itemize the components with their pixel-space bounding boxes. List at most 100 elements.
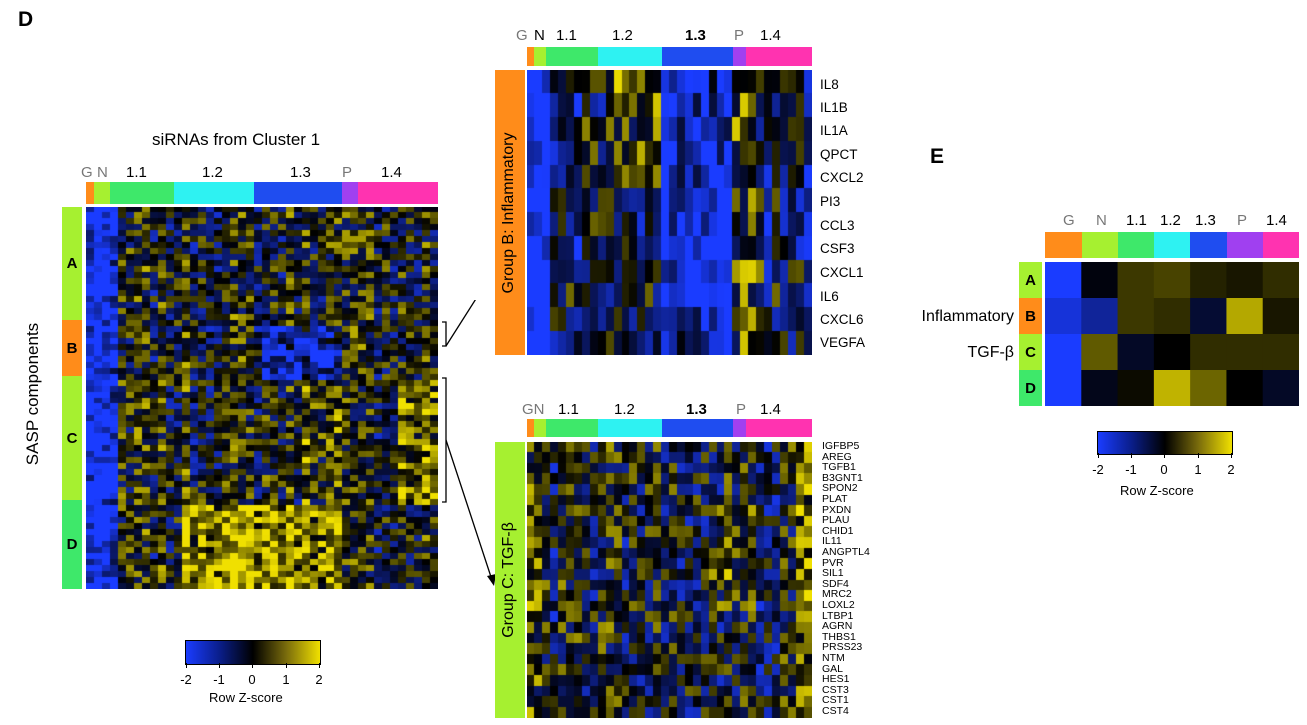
e-row-group-c: C <box>1019 334 1042 370</box>
cell-d-1-1 <box>1117 370 1155 406</box>
gene-chid1: CHID1 <box>822 524 854 537</box>
bracket-c <box>442 377 447 503</box>
gene-il1b: IL1B <box>820 100 848 115</box>
cell-c-1-1 <box>1117 334 1155 371</box>
colorbar-d-ticks <box>186 663 320 669</box>
tick-e-m1: -1 <box>1125 462 1137 477</box>
cell-d-1-4 <box>1262 370 1299 406</box>
arrow-to-group-b <box>445 300 476 347</box>
cell-b-p <box>1226 298 1264 335</box>
row-group-a: A <box>62 207 82 320</box>
gene-angptl4: ANGPTL4 <box>822 546 870 558</box>
group-c-gene-list: IGFBP5 AREG TGFB1 B3GNT1 SPON2 PLAT PXDN… <box>822 441 892 719</box>
gene-cxcl2: CXCL2 <box>820 170 864 185</box>
cell-c-p <box>1226 334 1264 371</box>
row-label-tgfb: TGF-β <box>967 344 1014 361</box>
panel-e-letter: E <box>930 145 945 168</box>
b-col-label-n: N <box>534 27 545 44</box>
cell-b-1-2 <box>1153 298 1191 335</box>
gene-csf3: CSF3 <box>820 241 855 256</box>
colorbar-e <box>1097 431 1233 455</box>
b-col-label-1-2: 1.2 <box>612 27 633 44</box>
gene-cst1: CST1 <box>822 694 849 707</box>
cell-b-1-3 <box>1190 298 1227 335</box>
b-col-label-p: P <box>734 27 745 44</box>
gene-tgfb1: TGFB1 <box>822 461 856 474</box>
col-label-1-3: 1.3 <box>290 164 311 181</box>
panel-d-letter: D <box>18 8 34 31</box>
e-col-label-1-4: 1.4 <box>1266 212 1287 229</box>
cell-a-1-2 <box>1153 262 1191 299</box>
bracket-b <box>442 321 447 347</box>
cell-a-1-1 <box>1117 262 1155 299</box>
gene-pxdn: PXDN <box>822 503 852 516</box>
e-row-group-a: A <box>1019 262 1042 298</box>
colorbar-d-tick-labels: -2 -1 0 1 2 <box>180 672 322 688</box>
gene-gal: GAL <box>822 662 844 675</box>
col-label-n: N <box>97 164 108 181</box>
zoom-connectors <box>442 300 496 586</box>
group-b-gene-list: IL8 IL1B IL1A QPCT CXCL2 PI3 CCL3 CSF3 C… <box>820 70 900 355</box>
tick-e-0: 0 <box>1160 462 1168 477</box>
gene-igfbp5: IGFBP5 <box>822 440 860 452</box>
tick-e-1: 1 <box>1194 462 1202 477</box>
e-row-group-d: D <box>1019 370 1042 406</box>
gene-cst4: CST4 <box>822 705 849 717</box>
c-col-label-gn: GN <box>522 401 545 418</box>
cell-d-g <box>1045 370 1082 406</box>
col-label-g: G <box>81 164 93 181</box>
gene-vegfa: VEGFA <box>820 335 866 350</box>
colorbar-d-label: Row Z-score <box>209 690 283 705</box>
gene-cst3: CST3 <box>822 683 849 696</box>
cell-d-n <box>1081 370 1119 406</box>
cell-b-1-1 <box>1117 298 1155 335</box>
col-label-1-2: 1.2 <box>202 164 223 181</box>
col-color-bar-c <box>527 419 812 437</box>
panel-d-title: siRNAs from Cluster 1 <box>152 130 321 149</box>
cell-a-1-4 <box>1262 262 1299 299</box>
cell-b-g <box>1045 298 1082 335</box>
gene-mrc2: MRC2 <box>822 588 852 601</box>
gene-pvr: PVR <box>822 556 844 569</box>
col-label-1-4: 1.4 <box>381 164 402 181</box>
group-c-side-bar <box>495 442 525 718</box>
gene-ntm: NTM <box>822 652 845 664</box>
gene-il6: IL6 <box>820 289 839 304</box>
c-col-label-p: P <box>736 401 747 418</box>
gene-agrn: AGRN <box>822 620 853 633</box>
cell-c-g <box>1045 334 1082 371</box>
row-group-d: D <box>62 500 82 589</box>
gene-ccl3: CCL3 <box>820 218 855 233</box>
tick-d-1: 1 <box>282 672 290 687</box>
col-label-p: P <box>342 164 353 181</box>
gene-plau: PLAU <box>822 514 850 527</box>
group-c-label: Group C: TGF-β <box>500 522 517 638</box>
tick-d-m1: -1 <box>213 672 225 687</box>
panel-e-col-labels: G N 1.1 1.2 1.3 P 1.4 <box>1045 212 1299 232</box>
group-b-side-bar <box>495 70 525 355</box>
cell-c-1-4 <box>1262 334 1299 371</box>
cell-a-p <box>1226 262 1264 299</box>
sasp-components-label: SASP components <box>23 322 42 466</box>
c-col-label-1-2: 1.2 <box>614 401 635 418</box>
row-group-b: B <box>62 320 82 376</box>
col-label-1-1: 1.1 <box>126 164 147 181</box>
gene-areg: AREG <box>822 450 852 463</box>
cell-c-1-3 <box>1190 334 1227 371</box>
c-col-label-1-3: 1.3 <box>686 401 707 418</box>
e-row-group-b: B <box>1019 298 1042 334</box>
colorbar-d <box>185 640 321 665</box>
e-col-label-1-1: 1.1 <box>1126 212 1147 229</box>
gene-ltbp1: LTBP1 <box>822 609 854 622</box>
cell-c-1-2 <box>1153 334 1191 371</box>
colorbar-e-ticks <box>1098 453 1232 459</box>
cell-b-n <box>1081 298 1119 335</box>
row-label-inflammatory: Inflammatory <box>921 308 1014 325</box>
tick-d-m2: -2 <box>180 672 192 687</box>
gene-cxcl1: CXCL1 <box>820 265 864 280</box>
e-col-label-1-2: 1.2 <box>1160 212 1181 229</box>
e-col-label-g: G <box>1063 212 1075 229</box>
gene-spon2: SPON2 <box>822 482 858 495</box>
heatmap-group-b <box>527 70 812 355</box>
b-col-label-1-1: 1.1 <box>556 27 577 44</box>
